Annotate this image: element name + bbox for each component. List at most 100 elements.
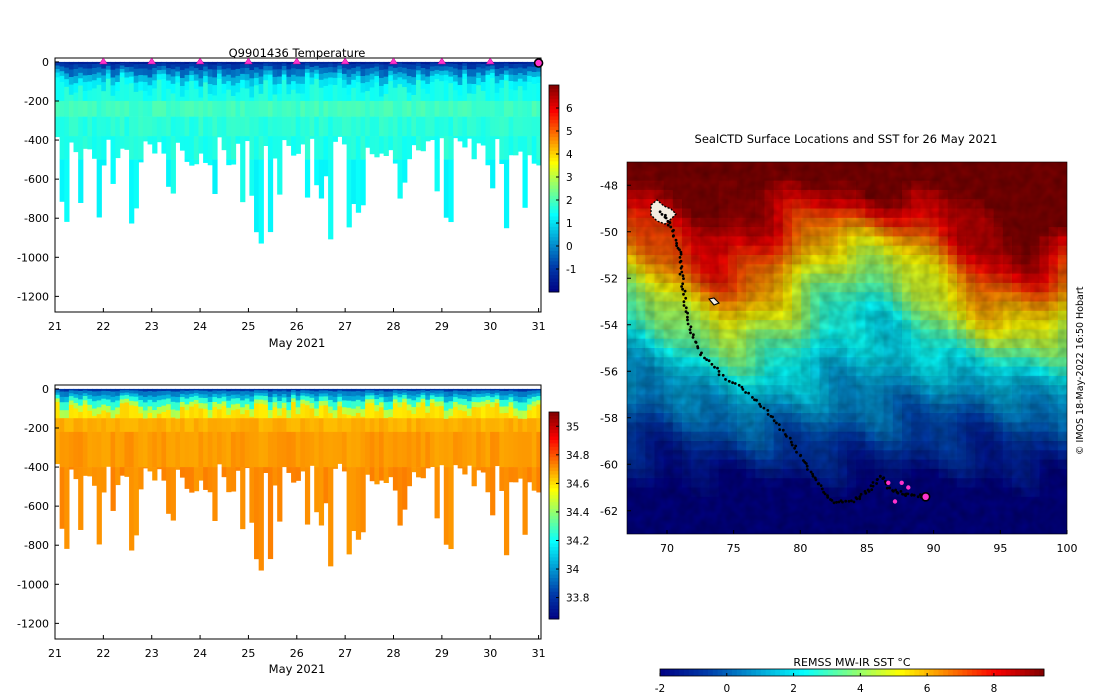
salinity-data-cell	[462, 405, 468, 412]
temperature-data-cell	[536, 116, 541, 137]
salinity-data-cell	[184, 418, 190, 433]
salinity-data-cell	[309, 388, 315, 391]
salinity-colorbar-segment	[549, 515, 559, 520]
salinity-data-cell	[249, 388, 255, 392]
salinity-data-cell	[439, 431, 445, 466]
temperature-data-cell	[129, 61, 135, 64]
track-point	[878, 475, 882, 478]
temperature-data-cell	[360, 76, 366, 84]
salinity-data-cell	[420, 392, 426, 396]
temperature-data-cell	[517, 67, 524, 74]
temperature-data-cell	[360, 159, 366, 206]
salinity-data-cell	[383, 467, 389, 483]
salinity-data-cell	[397, 431, 403, 468]
track-point	[762, 406, 766, 410]
salinity-data-cell	[184, 388, 190, 392]
temperature-data-cell	[129, 71, 135, 77]
temperature-colorbar-segment	[549, 212, 559, 217]
temperature-colorbar-segment	[549, 185, 559, 189]
salinity-data-cell	[59, 402, 65, 411]
temperature-data-cell	[314, 63, 320, 67]
salinity-data-cell	[503, 391, 510, 396]
salinity-data-cell	[355, 418, 362, 433]
salinity-data-cell	[360, 391, 366, 397]
salinity-data-cell	[68, 418, 75, 433]
salinity-data-cell	[198, 397, 204, 404]
track-point	[681, 274, 685, 278]
salinity-data-cell	[142, 467, 149, 469]
salinity-data-cell	[235, 390, 241, 395]
salinity-data-cell	[420, 418, 426, 433]
salinity-data-cell	[323, 388, 329, 391]
temperature-data-cell	[258, 69, 264, 77]
salinity-data-cell	[142, 418, 149, 433]
sst-colorbar-segment	[957, 669, 963, 676]
temperature-data-cell	[318, 100, 325, 117]
salinity-data-cell	[92, 467, 98, 486]
track-point	[675, 241, 678, 245]
salinity-data-cell	[240, 431, 246, 468]
salinity-data-cell	[156, 388, 163, 392]
temperature-data-cell	[119, 100, 126, 117]
salinity-colorbar-tick-label: 34.8	[566, 450, 589, 462]
temperature-data-cell	[369, 116, 375, 137]
salinity-data-cell	[383, 402, 389, 411]
temperature-data-cell	[480, 64, 487, 69]
salinity-colorbar-segment	[549, 422, 559, 427]
temperature-data-cell	[490, 69, 496, 74]
salinity-data-cell	[392, 395, 399, 400]
salinity-data-cell	[189, 467, 195, 493]
temperature-colorbar-segment	[549, 202, 559, 207]
salinity-data-cell	[138, 467, 144, 490]
salinity-data-cell	[291, 388, 297, 391]
salinity-data-cell	[513, 431, 519, 468]
sst-colorbar-segment	[856, 669, 862, 676]
temperature-data-cell	[351, 159, 357, 205]
salinity-data-cell	[453, 406, 459, 419]
salinity-data-cell	[485, 431, 491, 468]
salinity-data-cell	[217, 388, 223, 392]
temperature-data-cell	[82, 61, 88, 65]
temperature-data-cell	[101, 116, 107, 137]
salinity-data-cell	[105, 418, 112, 433]
temperature-data-cell	[124, 116, 130, 137]
salinity-data-cell	[379, 390, 385, 395]
track-point	[794, 444, 798, 448]
salinity-data-cell	[406, 431, 412, 468]
salinity-data-cell	[476, 418, 482, 433]
temperature-data-cell	[212, 77, 218, 86]
salinity-data-cell	[92, 408, 98, 417]
temperature-data-cell	[397, 77, 403, 85]
temperature-data-cell	[170, 100, 176, 117]
temperature-colorbar-tick-label: 2	[566, 195, 573, 207]
sst-colorbar-segment	[842, 669, 848, 676]
temperature-data-cell	[254, 116, 260, 137]
temperature-data-cell	[286, 61, 292, 65]
salinity-data-cell	[369, 399, 375, 404]
salinity-data-cell	[494, 431, 500, 467]
temperature-data-cell	[217, 73, 223, 80]
salinity-data-cell	[388, 401, 394, 410]
salinity-data-cell	[522, 388, 528, 392]
salinity-data-cell	[416, 431, 422, 468]
temperature-data-cell	[179, 61, 186, 65]
salinity-data-cell	[304, 393, 311, 397]
track-point	[775, 421, 778, 425]
sst-colorbar-segment	[1020, 669, 1026, 676]
sst-colorbar-segment	[976, 669, 982, 676]
salinity-colorbar-segment	[549, 577, 559, 582]
temperature-data-cell	[355, 61, 362, 64]
temperature-data-cell	[175, 100, 181, 117]
temperature-data-cell	[184, 100, 190, 117]
salinity-data-cell	[439, 388, 445, 391]
salinity-x-tick-label: 23	[145, 647, 159, 660]
salinity-data-cell	[203, 418, 209, 433]
salinity-data-cell	[221, 390, 227, 394]
temperature-data-cell	[184, 61, 190, 65]
temperature-data-cell	[341, 67, 348, 75]
sst-colorbar-segment	[933, 669, 939, 676]
temperature-data-cell	[300, 93, 306, 102]
salinity-data-cell	[383, 388, 389, 392]
temperature-data-cell	[360, 92, 366, 102]
temperature-data-cell	[318, 63, 325, 69]
